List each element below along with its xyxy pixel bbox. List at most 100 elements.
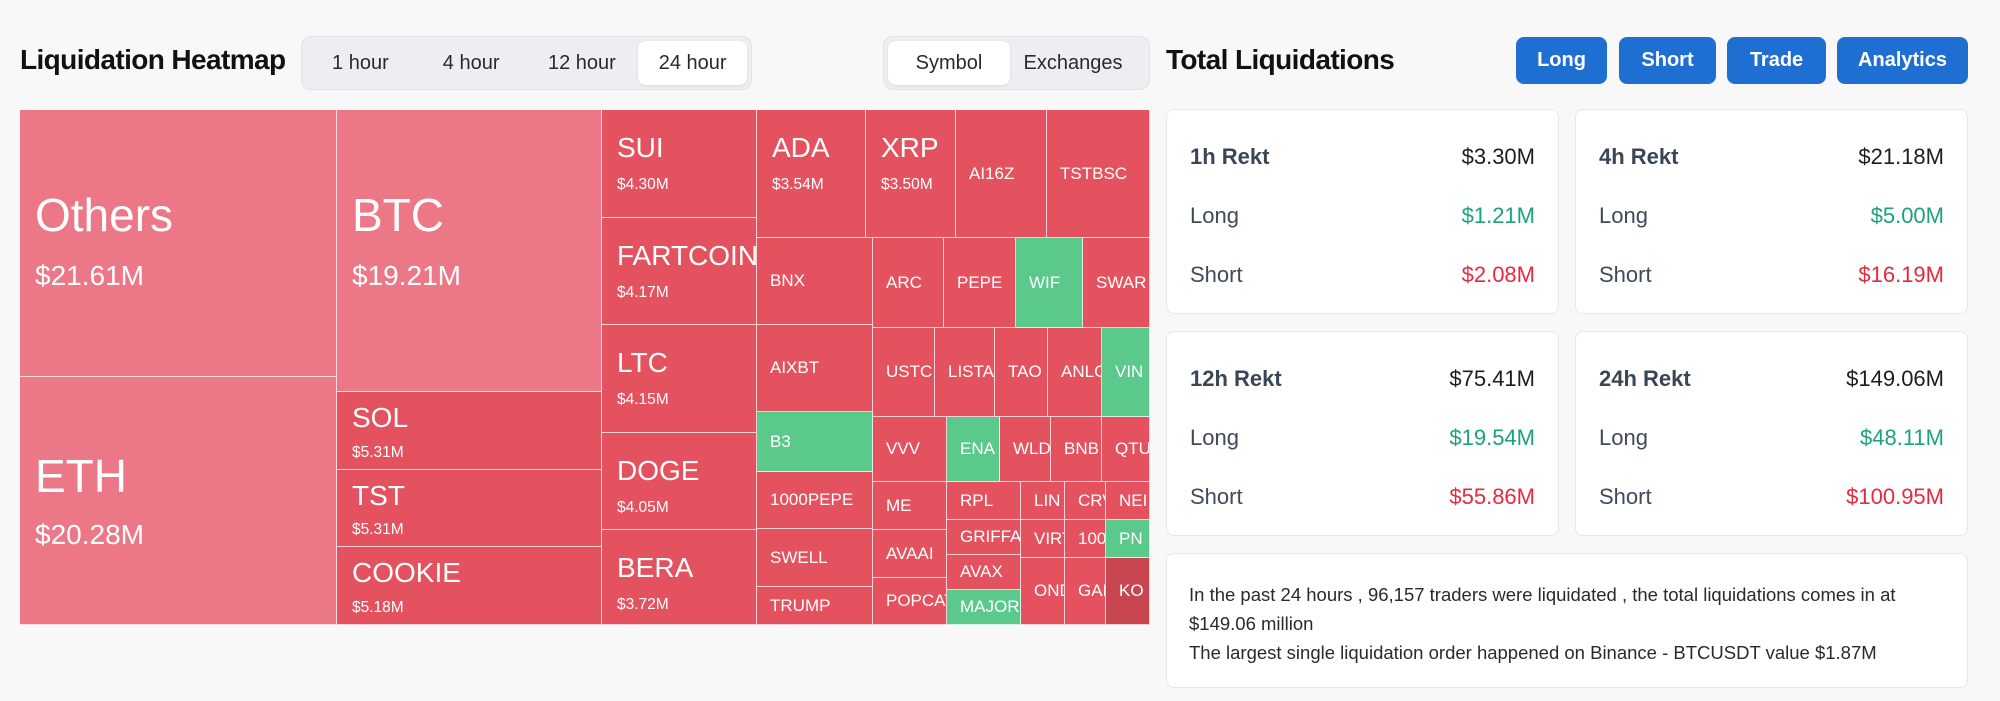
trade-button[interactable]: Trade (1727, 37, 1826, 84)
tile-bnx[interactable]: BNX (757, 238, 873, 325)
tile-ond[interactable]: OND (1021, 558, 1065, 625)
tile-sui[interactable]: SUI $4.30M (602, 110, 757, 218)
largest-order-text: The largest single liquidation order hap… (1189, 642, 1877, 663)
tile-symbol: MAJOR (960, 597, 1020, 616)
tile-swell[interactable]: SWELL (757, 529, 873, 587)
tab-symbol[interactable]: Symbol (888, 41, 1010, 85)
tile-tstbsc[interactable]: TSTBSC (1047, 110, 1150, 238)
tile-tao[interactable]: TAO (995, 328, 1048, 417)
tile-symbol: LISTA (948, 362, 994, 381)
tile-rpl[interactable]: RPL (947, 482, 1021, 520)
long-label: Long (1599, 425, 1648, 450)
long-button[interactable]: Long (1516, 37, 1607, 84)
tile-trump[interactable]: TRUMP (757, 587, 873, 625)
tile-xrp[interactable]: XRP $3.50M (866, 110, 956, 238)
tile-pepe[interactable]: PEPE (944, 238, 1016, 328)
analytics-button[interactable]: Analytics (1837, 37, 1968, 84)
tile-symbol: SWAR (1096, 272, 1147, 292)
liquidation-summary: In the past 24 hours , 96,157 traders we… (1166, 553, 1968, 688)
tile-ada[interactable]: ADA $3.54M (757, 110, 866, 238)
tile-major[interactable]: MAJOR (947, 590, 1021, 625)
short-button[interactable]: Short (1619, 37, 1716, 84)
tile-ena[interactable]: ENA (947, 417, 1000, 482)
short-label: Short (1599, 484, 1652, 509)
tile-bera[interactable]: BERA $3.72M (602, 530, 757, 625)
tile-anlo[interactable]: ANLO (1048, 328, 1102, 417)
tab-24-hour[interactable]: 24 hour (638, 41, 747, 85)
tile-pn[interactable]: PN (1106, 520, 1150, 558)
tile-wld[interactable]: WLD (1000, 417, 1051, 482)
card-label: 1h Rekt (1190, 144, 1270, 169)
tile-gai[interactable]: GAI (1065, 558, 1106, 625)
tile-popcat[interactable]: POPCAT (873, 578, 947, 625)
tile-crv[interactable]: CRV (1065, 482, 1106, 520)
short-amount: $16.19M (1858, 262, 1944, 287)
tile-symbol: CRV (1078, 490, 1105, 510)
tile-symbol: GRIFFA (960, 527, 1021, 546)
tile-me[interactable]: ME (873, 482, 947, 530)
tile-vvv[interactable]: VVV (873, 417, 947, 482)
tile-sol[interactable]: SOL $5.31M (337, 392, 602, 470)
card-total: $3.30M (1461, 144, 1535, 169)
tile-symbol: SOL (352, 402, 409, 433)
tile-value: $3.50M (881, 176, 933, 193)
tile-avax[interactable]: AVAX (947, 555, 1021, 590)
short-amount: $2.08M (1461, 262, 1535, 287)
tile-wif[interactable]: WIF (1016, 238, 1083, 328)
tile-eth[interactable]: ETH $20.28M (20, 377, 337, 625)
tile-symbol: XRP (881, 132, 939, 163)
tab-12-hour[interactable]: 12 hour (547, 51, 616, 74)
tab-4-hour[interactable]: 4 hour (442, 51, 500, 74)
tile-aixbt[interactable]: AIXBT (757, 325, 873, 412)
tile-griffa[interactable]: GRIFFA (947, 520, 1021, 555)
tile-virt[interactable]: VIRT (1021, 520, 1065, 558)
tile-b3[interactable]: B3 (757, 412, 873, 472)
tile-symbol: NEI (1119, 490, 1148, 510)
tile-symbol: GAI (1078, 581, 1106, 600)
tile-doge[interactable]: DOGE $4.05M (602, 433, 757, 530)
tile-value: $20.28M (35, 519, 144, 550)
tile-avaai[interactable]: AVAAI (873, 530, 947, 578)
tile-bnb[interactable]: BNB (1051, 417, 1102, 482)
tile-arc[interactable]: ARC (873, 238, 944, 328)
tile-symbol: ARC (886, 272, 922, 292)
tile-value: $5.31M (352, 444, 404, 461)
tile-qtu[interactable]: QTU (1102, 417, 1150, 482)
tile-cookie[interactable]: COOKIE $5.18M (337, 547, 602, 625)
tile-vin[interactable]: VIN (1102, 328, 1150, 417)
tile-others[interactable]: Others $21.61M (20, 110, 337, 377)
tab-1-hour[interactable]: 1 hour (332, 51, 389, 74)
tab-exchanges[interactable]: Exchanges (1023, 51, 1123, 74)
tile-swar[interactable]: SWAR (1083, 238, 1150, 328)
tile-symbol: WLD (1013, 439, 1051, 458)
tile-tst[interactable]: TST $5.31M (337, 470, 602, 547)
tile-symbol: B3 (770, 431, 791, 451)
tile-100[interactable]: 100 (1065, 520, 1106, 558)
tile-symbol: USTC (886, 362, 933, 381)
tile-ustc[interactable]: USTC (873, 328, 935, 417)
tile-ltc[interactable]: LTC $4.15M (602, 325, 757, 433)
tile-symbol: KO (1119, 581, 1144, 600)
card-label: 4h Rekt (1599, 144, 1679, 169)
short-label: Short (1190, 484, 1243, 509)
tile-btc[interactable]: BTC $19.21M (337, 110, 602, 392)
tile-symbol: AIXBT (770, 358, 820, 377)
short-label: Short (1190, 262, 1243, 287)
card-total: $75.41M (1449, 366, 1535, 391)
tile-symbol: ETH (35, 450, 127, 502)
tile-symbol: BNX (770, 271, 805, 290)
tile-lista[interactable]: LISTA (935, 328, 995, 417)
tile-value: $3.54M (772, 176, 824, 193)
tile-value: $5.18M (352, 599, 404, 616)
tile-symbol: ENA (960, 439, 995, 458)
tile-symbol: TST (352, 480, 405, 511)
tile-nei[interactable]: NEI (1106, 482, 1150, 520)
tile-value: $21.61M (35, 260, 144, 291)
timeframe-selector: 1 hour 4 hour 12 hour 24 hour (301, 36, 752, 90)
tile-fartcoin[interactable]: FARTCOIN $4.17M (602, 218, 757, 325)
tile-lin[interactable]: LIN (1021, 482, 1065, 520)
tile-ai16z[interactable]: AI16Z (956, 110, 1047, 238)
tile-1000pepe[interactable]: 1000PEPE (757, 472, 873, 529)
tile-ko[interactable]: KO (1106, 558, 1150, 625)
short-amount: $55.86M (1449, 484, 1535, 509)
